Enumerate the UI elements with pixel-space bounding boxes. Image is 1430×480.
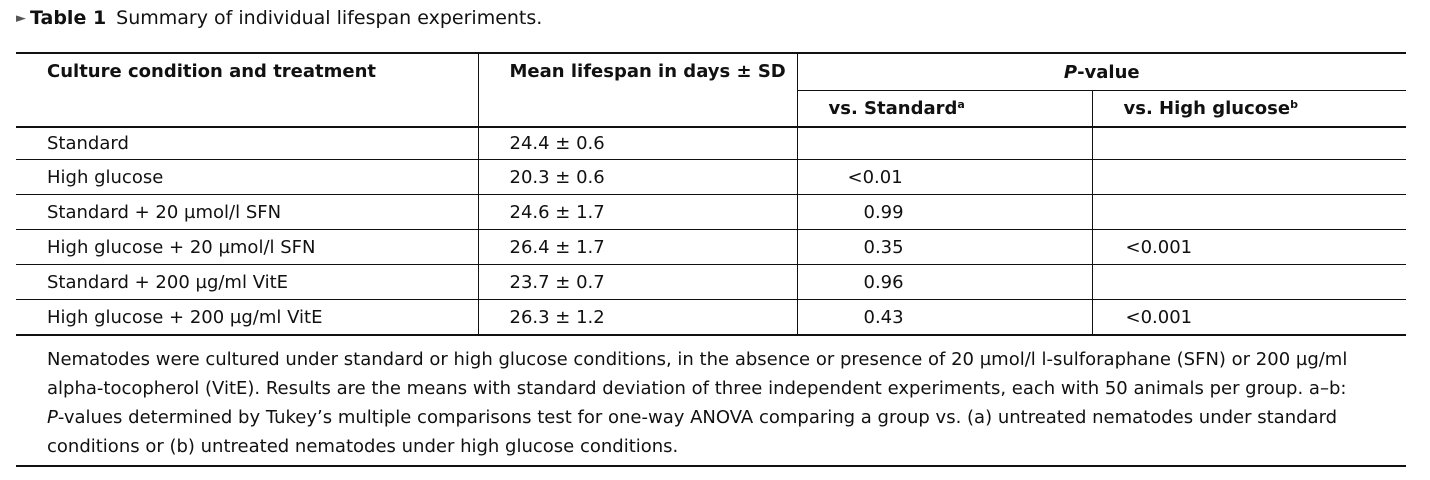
cell-lifespan: 23.7 ± 0.7 — [477, 264, 797, 300]
cell-vs-standard — [796, 127, 1092, 160]
cell-condition: Standard + 20 µmol/l SFN — [16, 194, 478, 230]
header-vs-standard: vs. Standarda — [796, 90, 1092, 128]
cell-lifespan: 26.3 ± 1.2 — [477, 299, 797, 334]
lifespan-table: Culture condition and treatment Mean lif… — [16, 54, 1406, 334]
footnote-line-rest: -values determined by Tukey’s multiple c… — [57, 407, 1338, 428]
cell-vs-standard: 0.35 — [796, 229, 1092, 265]
header-vs-standard-label: vs. Standard — [828, 98, 958, 119]
footnote-line: Nematodes were cultured under standard o… — [47, 349, 1348, 370]
cell-vs-standard: 0.99 — [796, 194, 1092, 230]
cell-lifespan: 20.3 ± 0.6 — [477, 159, 797, 195]
cell-vs-standard: <0.01 — [796, 159, 1092, 195]
header-vs-high-glucose: vs. High glucoseb — [1091, 90, 1406, 128]
header-pvalue-suffix: -value — [1077, 61, 1140, 83]
cell-condition: High glucose + 200 µg/ml VitE — [16, 299, 478, 334]
header-vs-standard-sup: a — [957, 98, 965, 111]
table-label: Table 1 — [30, 7, 107, 29]
cell-lifespan: 24.6 ± 1.7 — [477, 194, 797, 230]
table-row: High glucose + 200 µg/ml VitE 26.3 ± 1.2… — [16, 299, 1406, 334]
cell-condition: High glucose — [16, 159, 478, 195]
cell-vs-high-glucose — [1091, 159, 1406, 195]
table-caption: ► Table 1 Summary of individual lifespan e… — [16, 6, 542, 31]
table-row: High glucose 20.3 ± 0.6 <0.01 — [16, 159, 1406, 195]
lifespan-table-container: Culture condition and treatment Mean lif… — [16, 52, 1406, 467]
header-pvalue: P-value — [796, 54, 1406, 91]
cell-vs-standard: 0.96 — [796, 264, 1092, 300]
cell-condition: High glucose + 20 µmol/l SFN — [16, 229, 478, 265]
header-pvalue-p: P — [1063, 61, 1078, 83]
table-row: Standard + 20 µmol/l SFN 24.6 ± 1.7 0.99 — [16, 194, 1406, 230]
table-row: Standard + 200 µg/ml VitE 23.7 ± 0.7 0.9… — [16, 264, 1406, 300]
cell-vs-high-glucose — [1091, 264, 1406, 300]
cell-vs-high-glucose — [1091, 127, 1406, 160]
header-vs-high-glucose-label: vs. High glucose — [1123, 98, 1291, 119]
table-row: Standard 24.4 ± 0.6 — [16, 127, 1406, 160]
footnote-p-italic: P — [47, 407, 58, 428]
cell-condition: Standard + 200 µg/ml VitE — [16, 264, 478, 300]
cell-vs-high-glucose — [1091, 194, 1406, 230]
cell-vs-standard: 0.43 — [796, 299, 1092, 334]
header-condition: Culture condition and treatment — [16, 54, 478, 128]
cell-vs-high-glucose: <0.001 — [1091, 299, 1406, 334]
footnote-line: alpha-tocopherol (VitE). Results are the… — [47, 378, 1347, 399]
header-vs-high-glucose-sup: b — [1290, 98, 1298, 111]
cell-lifespan: 24.4 ± 0.6 — [477, 127, 797, 160]
table-row: High glucose + 20 µmol/l SFN 26.4 ± 1.7 … — [16, 229, 1406, 265]
footnote-line: P-values determined by Tukey’s multiple … — [47, 403, 1376, 432]
cell-condition: Standard — [47, 133, 129, 154]
footnote-line: conditions or (b) untreated nematodes un… — [47, 436, 679, 457]
caption-arrow-icon: ► — [16, 11, 26, 26]
cell-vs-high-glucose: <0.001 — [1091, 229, 1406, 265]
table-title: Summary of individual lifespan experimen… — [116, 7, 543, 29]
table-footnote: Nematodes were cultured under standard o… — [16, 334, 1406, 465]
cell-lifespan: 26.4 ± 1.7 — [477, 229, 797, 265]
header-lifespan: Mean lifespan in days ± SD — [477, 54, 797, 128]
